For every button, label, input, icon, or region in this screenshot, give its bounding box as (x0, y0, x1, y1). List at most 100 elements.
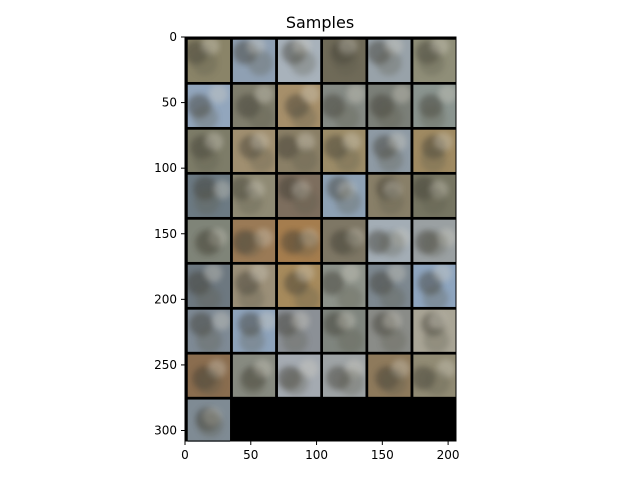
sample-tile (187, 39, 231, 82)
sample-tile (277, 264, 321, 307)
tile-blob (197, 370, 223, 396)
tile-blob (334, 147, 361, 172)
tile-blob (296, 132, 315, 152)
sample-tile (232, 174, 276, 217)
y-tick-label: 100 (154, 161, 177, 175)
tile-blob (291, 104, 317, 127)
tile-blob (191, 50, 218, 76)
plot-area: 0 50 100 150 200 0 50 100 150 200 250 300 (154, 30, 459, 462)
tile-blob (282, 370, 309, 396)
sample-tile (277, 84, 321, 127)
tile-blob (423, 327, 449, 352)
tile-blob (333, 50, 359, 76)
y-tick-label: 300 (154, 424, 177, 438)
tile-blob (291, 147, 318, 172)
tile-blob (193, 147, 219, 172)
sample-tile (368, 174, 411, 217)
x-tick-label: 0 (181, 448, 189, 462)
tile-blob (240, 370, 266, 396)
sample-tile (322, 39, 366, 82)
tile-blob (196, 327, 222, 352)
x-tick-label: 150 (371, 448, 394, 462)
x-tick-label: 50 (243, 448, 258, 462)
sample-tile (232, 129, 276, 172)
tile-blob (336, 311, 356, 331)
sample-tile (368, 264, 411, 307)
tile-blob (338, 370, 364, 396)
sample-tile (187, 174, 231, 217)
sample-tile (277, 309, 321, 352)
sample-tile (187, 399, 231, 442)
y-tick-label: 50 (162, 96, 177, 110)
tile-blob (192, 104, 219, 127)
tile-blob (337, 327, 364, 352)
sample-tile (413, 174, 456, 217)
sample-tile (277, 39, 321, 82)
tile-blob (294, 285, 320, 307)
tile-blob (381, 370, 407, 396)
y-tick-label: 0 (169, 30, 177, 44)
tile-blob (379, 231, 405, 257)
tile-blob (194, 189, 220, 215)
sample-tile (322, 84, 366, 127)
tile-blob (204, 132, 224, 152)
tile-blob (239, 327, 265, 352)
sample-tile (232, 309, 276, 352)
tile-blob (420, 147, 446, 172)
tile-blob (428, 311, 448, 331)
sample-tile (322, 354, 366, 397)
tile-blob (380, 327, 407, 352)
sample-tile (232, 264, 276, 307)
sample-tile (368, 84, 411, 127)
tile-blob (212, 311, 231, 331)
tile-blob (377, 147, 404, 172)
tile-blob (341, 264, 361, 283)
tile-blob (346, 84, 366, 104)
sample-tile (413, 129, 456, 172)
tile-blob (421, 189, 447, 215)
y-tick-label: 150 (154, 227, 177, 241)
y-tick-label: 200 (154, 292, 177, 306)
tile-blob (422, 285, 449, 307)
sample-tile (322, 309, 366, 352)
tile-blob (292, 189, 319, 215)
sample-tile (187, 309, 231, 352)
tile-blob (209, 84, 228, 104)
sample-tile (187, 264, 231, 307)
sample-tile (413, 39, 456, 82)
tile-blob (237, 189, 263, 215)
tile-blob (238, 285, 264, 307)
tile-blob (257, 311, 276, 331)
tile-blob (194, 231, 221, 257)
sample-tile (232, 84, 276, 127)
tile-blob (388, 132, 407, 152)
sample-tile (368, 219, 411, 262)
tile-blob (290, 50, 316, 76)
tile-blob (382, 311, 402, 331)
tile-blob (387, 264, 406, 283)
tile-blob (335, 189, 361, 215)
tile-blob (247, 50, 273, 76)
sample-tile (277, 129, 321, 172)
tile-blob (376, 50, 402, 76)
sample-tile (277, 219, 321, 262)
tile-blob (254, 84, 274, 104)
sample-tile (413, 84, 456, 127)
tile-blob (419, 104, 446, 127)
tile-blob (249, 264, 269, 283)
sample-tile (187, 219, 231, 262)
sample-tile (322, 219, 366, 262)
tile-blob (418, 50, 445, 76)
sample-tile (368, 39, 411, 82)
tile-blob (282, 327, 308, 352)
tile-blob (424, 370, 450, 396)
sample-tile (322, 264, 366, 307)
image-background (185, 37, 456, 441)
tile-blob (337, 285, 363, 307)
tile-blob (295, 264, 315, 283)
tile-blob (195, 285, 222, 307)
sample-tile (368, 309, 411, 352)
sample-tile (413, 354, 456, 397)
tile-blob (433, 264, 452, 283)
